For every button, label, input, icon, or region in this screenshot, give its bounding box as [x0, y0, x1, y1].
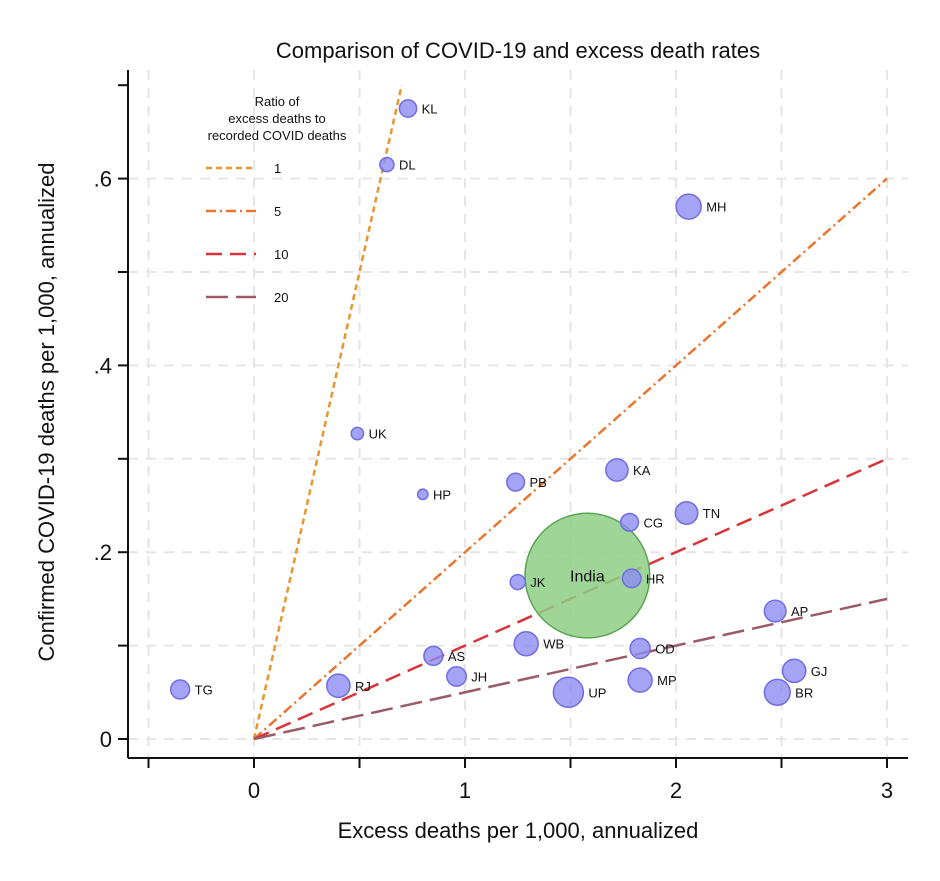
point-label: RJ: [355, 679, 371, 694]
legend-title: Ratio of: [255, 94, 300, 109]
legend-title: recorded COVID deaths: [208, 128, 347, 143]
data-point: [674, 500, 699, 525]
point-label: MH: [706, 200, 726, 215]
data-point: [629, 637, 651, 660]
data-point: [326, 673, 351, 699]
data-point: [781, 658, 807, 684]
data-point: [509, 573, 526, 591]
legend-entry-label: 20: [274, 290, 288, 305]
x-tick-label: 0: [248, 778, 260, 803]
point-label: TN: [703, 506, 720, 521]
data-point: [379, 156, 395, 173]
point-label: TG: [195, 682, 213, 697]
point-label: PB: [530, 475, 547, 490]
data-point: [627, 667, 653, 693]
point-label: UP: [588, 685, 606, 700]
grid: [128, 70, 908, 758]
point-label: WB: [543, 637, 564, 652]
legend-entry-label: 5: [274, 204, 281, 219]
data-point: [621, 568, 642, 589]
point-label: BR: [795, 685, 813, 700]
data-point: [446, 665, 468, 687]
point-label: UK: [369, 427, 387, 442]
point-label: KL: [422, 102, 438, 117]
legend-title: excess deaths to: [228, 111, 326, 126]
point-label: HR: [646, 571, 665, 586]
data-point: [416, 488, 429, 501]
y-tick-label: .6: [94, 167, 112, 192]
point-label: JK: [530, 575, 546, 590]
point-label: JH: [471, 669, 487, 684]
ratio-line: [252, 84, 403, 740]
legend-entry-label: 1: [274, 161, 281, 176]
data-points: India KL DL MH UK HP PB KA CG TN JK HR AP WB OD AS JH GJ M…: [169, 99, 828, 709]
y-tick-label: 0: [100, 727, 112, 752]
legend: Ratio of excess deaths to recorded COVID d…: [206, 94, 347, 305]
point-label: CG: [643, 515, 663, 530]
data-point: [350, 426, 365, 441]
data-point-india: [524, 512, 651, 639]
axes: 0 1 2 3 0 .2 .4 .6: [94, 70, 908, 803]
data-point: [423, 645, 444, 667]
data-point: [619, 512, 640, 532]
x-tick-label: 1: [459, 778, 471, 803]
data-point: [763, 599, 787, 623]
point-label: AS: [448, 649, 466, 664]
point-label: HP: [433, 487, 451, 502]
ratio-line: [253, 177, 888, 740]
point-label: GJ: [811, 664, 828, 679]
data-point: [506, 472, 526, 492]
point-label: AP: [791, 604, 808, 619]
chart-title: Comparison of COVID-19 and excess death …: [276, 38, 760, 63]
data-point: [169, 679, 191, 700]
point-label: MP: [657, 673, 677, 688]
data-point: [763, 678, 791, 706]
point-label: OD: [655, 641, 675, 656]
y-tick-label: .4: [94, 353, 112, 378]
y-axis-label: Confirmed COVID-19 deaths per 1,000, ann…: [34, 163, 59, 662]
x-tick-label: 2: [670, 778, 682, 803]
legend-entry-label: 10: [274, 247, 288, 262]
ratio-line: [253, 597, 888, 741]
x-axis-label: Excess deaths per 1,000, annualized: [338, 818, 699, 843]
data-point: [513, 630, 539, 657]
x-tick-label: 3: [881, 778, 893, 803]
y-tick-label: .2: [94, 540, 112, 565]
data-point: [675, 193, 702, 220]
data-point: [552, 676, 585, 709]
point-label: DL: [399, 158, 416, 173]
point-label: KA: [633, 463, 651, 478]
point-label: India: [570, 569, 605, 586]
data-point: [605, 458, 629, 482]
data-point: [398, 99, 418, 118]
